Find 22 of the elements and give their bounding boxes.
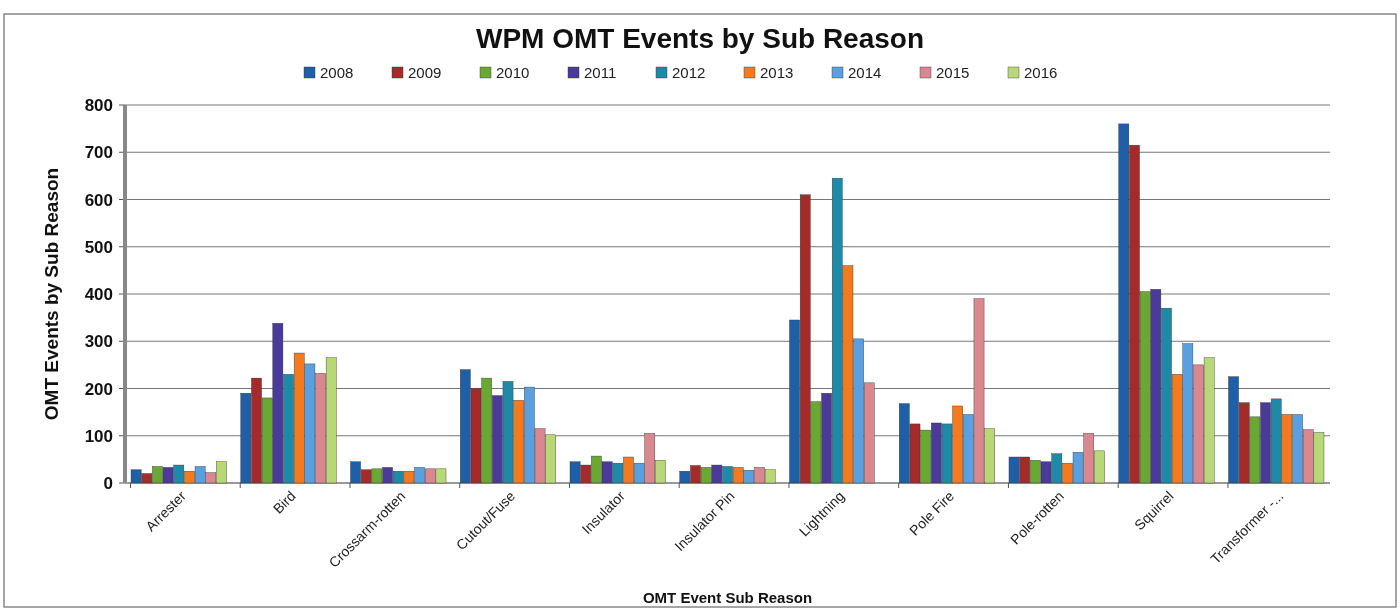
y-tick-label: 800 [84,96,113,115]
y-axis-title: OMT Events by Sub Reason [41,167,62,421]
legend-label: 2010 [496,64,530,81]
chart-title: WPM OMT Events by Sub Reason [475,23,925,54]
legend-label: 2012 [672,64,706,81]
legend-label: 2014 [848,64,882,81]
y-tick-label: 700 [84,143,113,163]
legend-label: 2008 [320,64,354,81]
legend-label: 2013 [760,64,794,81]
y-tick-label: 600 [84,190,113,210]
legend-label: 2016 [1024,64,1058,81]
y-tick-label: 400 [84,285,113,304]
x-tick-label: Pole Fire [906,487,958,539]
y-tick-label: 200 [84,379,113,399]
y-tick-label: 300 [84,332,113,352]
y-tick-label: 0 [103,474,113,493]
y-tick-label: 500 [84,237,113,257]
legend-label: 2015 [936,64,970,81]
legend-label: 2011 [584,64,617,81]
legend-label: 2009 [408,64,442,81]
x-axis-title: OMT Event Sub Reason [642,589,813,606]
y-tick-label: 100 [84,426,113,446]
